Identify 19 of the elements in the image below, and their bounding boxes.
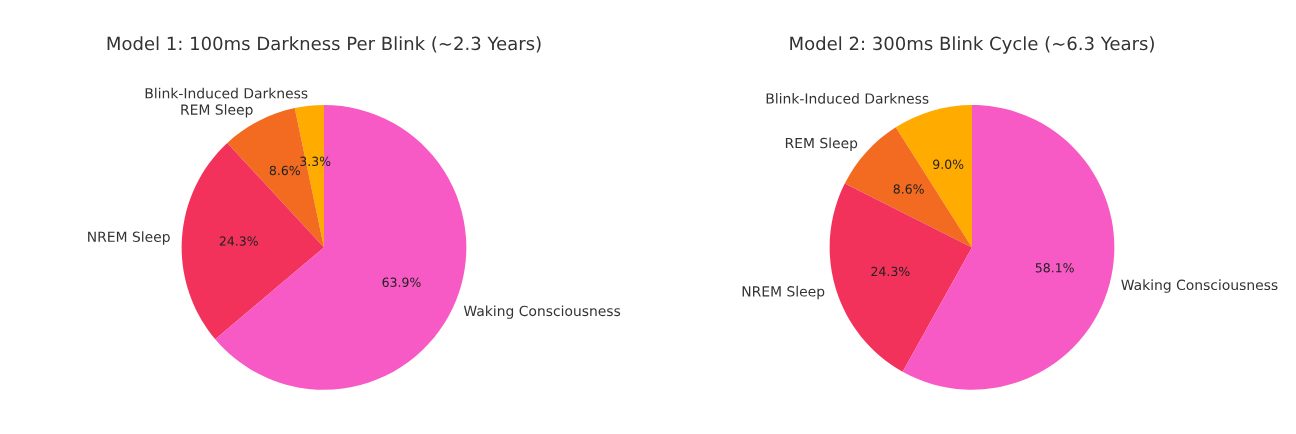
slice-label: REM Sleep (181, 104, 253, 118)
data-label: 24.3% (219, 236, 258, 246)
slice-label: Blink-Induced Darkness (766, 93, 929, 104)
slice-label: Waking Consciousness (463, 305, 621, 319)
data-label: 9.0% (933, 159, 964, 169)
slice-label: NREM Sleep (742, 285, 825, 300)
slice-label: NREM Sleep (88, 231, 170, 245)
pie-slice (829, 183, 972, 372)
data-label: 8.6% (269, 165, 300, 176)
chart-title: Model 1: 100ms Darkness Per Blink (~2.3 Years) (107, 36, 541, 53)
slice-label: REM Sleep (785, 137, 858, 151)
data-label: 58.1% (1035, 263, 1074, 273)
data-label: 24.3% (871, 266, 910, 277)
chart-title: Model 2: 300ms Blink Cycle (~6.3 Years) (790, 36, 1154, 54)
data-label: 63.9% (382, 277, 421, 287)
slice-label: Blink-Induced Darkness (145, 87, 308, 99)
data-label: 8.6% (893, 184, 924, 194)
slice-label: Waking Consciousness (1121, 279, 1278, 293)
pie-slice (895, 105, 972, 248)
